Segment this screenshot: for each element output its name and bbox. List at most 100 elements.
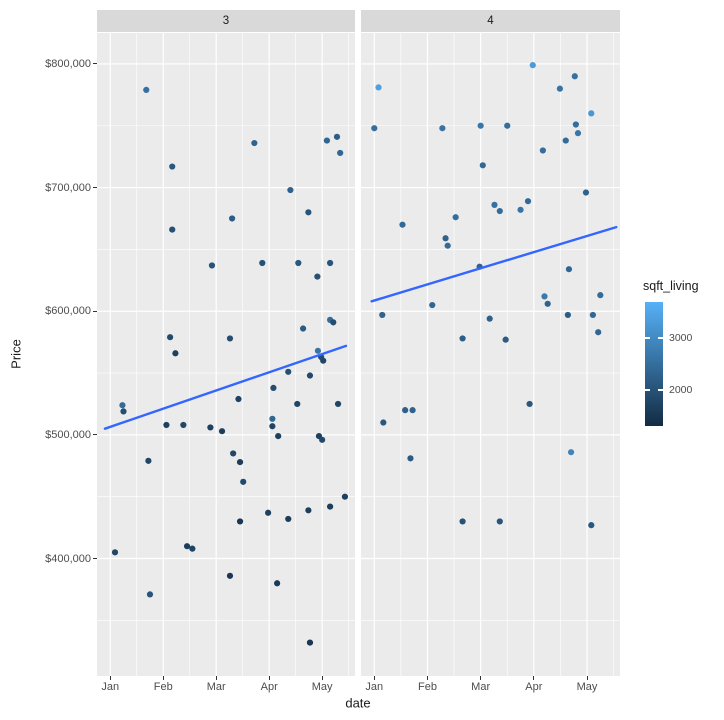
scatter-point	[269, 415, 276, 422]
scatter-point	[230, 450, 237, 457]
scatter-point	[544, 300, 551, 307]
scatter-point	[299, 325, 307, 332]
x-tick-label: Mar	[206, 681, 226, 693]
x-axis-tick	[215, 676, 217, 680]
scatter-point	[265, 509, 272, 516]
x-axis-tick	[426, 676, 428, 680]
scatter-point	[526, 400, 533, 408]
scatter-point	[208, 262, 216, 269]
x-axis-tick	[321, 676, 323, 680]
scatter-point	[228, 215, 236, 222]
x-axis-tick	[109, 676, 111, 680]
facet-strip: 3	[97, 10, 355, 32]
x-tick-label: Jan	[365, 681, 384, 693]
scatter-point	[371, 125, 378, 132]
scatter-point	[169, 163, 176, 170]
scatter-point	[180, 421, 187, 429]
scatter-point	[477, 122, 484, 129]
y-axis-tick	[93, 63, 97, 65]
trend-line	[370, 225, 618, 303]
scatter-point	[226, 335, 234, 342]
scatter-point	[218, 428, 226, 435]
x-tick-label: Apr	[260, 681, 278, 693]
scatter-point	[399, 221, 406, 228]
y-axis-tick	[93, 187, 97, 189]
y-tick-label: $800,000	[45, 57, 91, 70]
scatter-point	[189, 545, 196, 552]
scatter-point	[496, 518, 503, 525]
scatter-point	[285, 515, 292, 523]
scatter-point	[120, 408, 127, 415]
y-tick-label: $500,000	[45, 428, 91, 441]
scatter-point	[588, 110, 595, 117]
legend-tick	[658, 389, 663, 391]
scatter-point	[251, 139, 258, 147]
legend-tick-label: 3000	[669, 332, 693, 345]
scatter-point	[582, 189, 590, 196]
scatter-point	[327, 503, 334, 510]
scatter-point	[452, 214, 459, 221]
scatter-point	[294, 400, 301, 408]
scatter-point	[571, 73, 578, 80]
legend-tick-label: 2000	[669, 383, 693, 396]
scatter-point	[517, 206, 524, 213]
scatter-point	[274, 580, 281, 587]
facet-panel	[97, 33, 355, 676]
x-axis-tick	[533, 676, 535, 680]
scatter-point	[402, 407, 409, 414]
scatter-point	[143, 86, 150, 93]
legend-tick	[645, 389, 650, 391]
y-axis-tick	[93, 310, 97, 312]
x-axis-tick	[373, 676, 375, 680]
scatter-point	[207, 424, 214, 431]
y-tick-label: $400,000	[45, 552, 91, 565]
panel-background	[361, 33, 620, 676]
scatter-point	[333, 133, 341, 140]
scatter-point	[444, 242, 451, 249]
scatter-point	[183, 543, 191, 550]
scatter-point	[269, 423, 276, 430]
scatter-point	[502, 336, 509, 343]
scatter-point	[285, 368, 292, 375]
legend-tick	[658, 337, 663, 339]
legend-tick	[645, 337, 650, 339]
scatter-point	[314, 273, 321, 280]
scatter-point	[319, 436, 326, 443]
scatter-point	[327, 259, 334, 267]
scatter-point	[442, 235, 449, 242]
scatter-point	[529, 62, 536, 69]
scatter-point	[330, 319, 337, 326]
scatter-point	[119, 402, 126, 409]
scatter-point	[459, 335, 466, 342]
x-axis-label: date	[345, 695, 371, 711]
scatter-point	[407, 455, 414, 462]
scatter-point	[574, 130, 582, 137]
y-tick-label: $600,000	[45, 305, 91, 318]
scatter-point	[504, 122, 511, 129]
scatter-point	[379, 311, 386, 319]
scatter-point	[524, 198, 532, 205]
facet-strip-label: 3	[222, 15, 230, 27]
scatter-point	[163, 421, 170, 429]
x-axis-tick	[480, 676, 482, 680]
x-axis-tick	[586, 676, 588, 680]
scatter-point	[305, 507, 312, 514]
facet-plot-area	[361, 33, 620, 676]
x-tick-label: Apr	[525, 681, 543, 693]
scatter-point	[564, 311, 571, 319]
scatter-point	[145, 457, 152, 464]
scatter-point	[588, 522, 595, 529]
facet-plot-area	[97, 33, 355, 676]
scatter-point	[597, 292, 604, 299]
scatter-point	[236, 458, 244, 466]
scatter-point	[541, 293, 548, 300]
scatter-point	[486, 315, 493, 322]
scatter-point	[562, 137, 569, 144]
scatter-point	[380, 419, 387, 426]
scatter-point	[306, 639, 314, 646]
scatter-point	[337, 149, 344, 157]
scatter-point	[270, 384, 277, 391]
legend-colorbar	[645, 302, 663, 426]
scatter-point	[314, 347, 322, 354]
scatter-point	[459, 518, 466, 525]
